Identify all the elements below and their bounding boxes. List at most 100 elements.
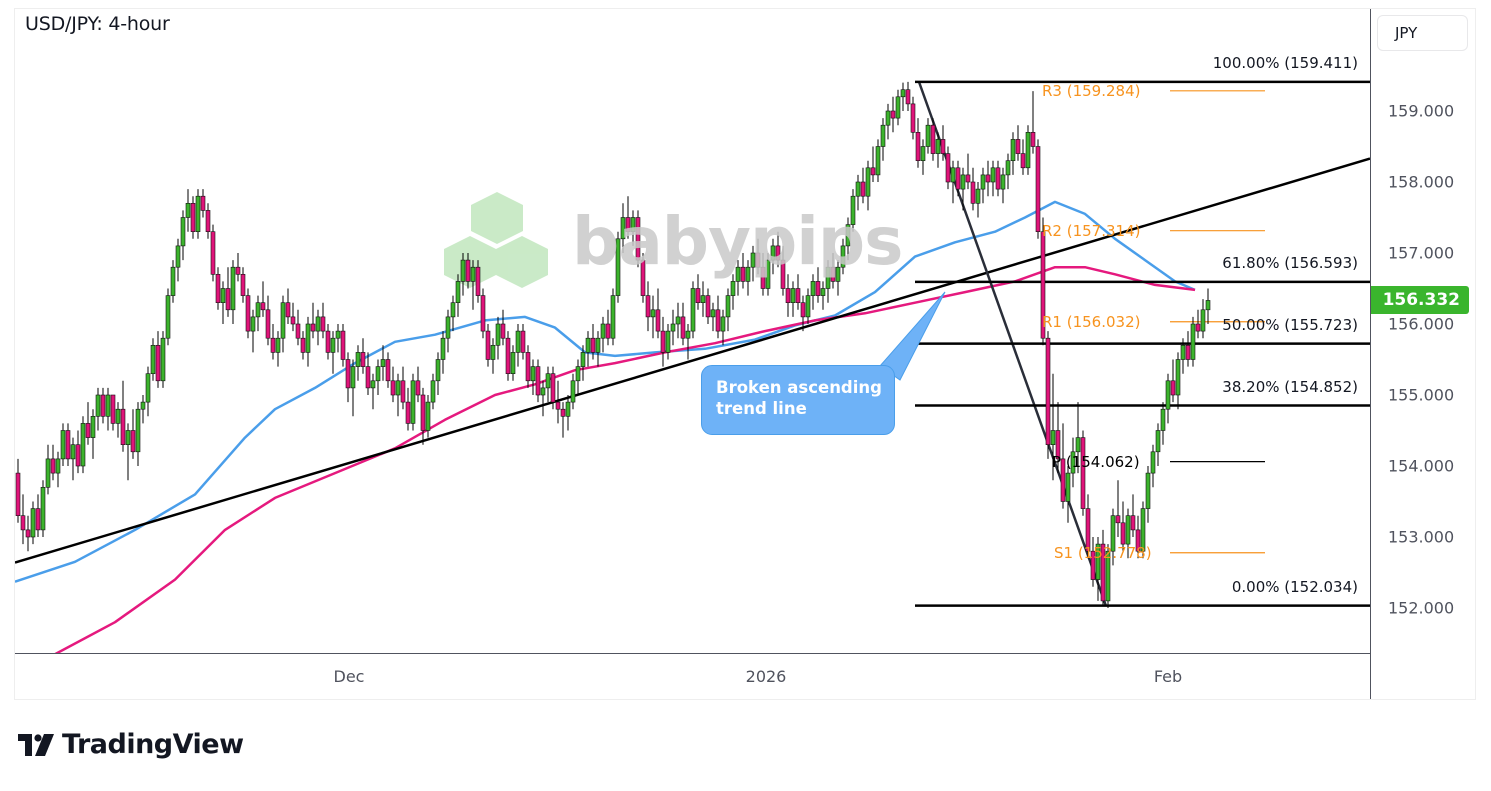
bear-candle [475,266,481,296]
bear-candle [800,302,806,318]
bull-candle [185,203,191,218]
bull-candle [585,337,591,353]
bull-candle [510,352,516,374]
chart-plot-area[interactable] [15,9,1370,653]
tradingview-logo-icon [18,733,54,756]
bull-candle [630,217,636,232]
time-axis[interactable]: Dec 2026 Feb [15,653,1370,700]
bull-candle [1070,451,1076,474]
bear-candle [310,323,316,332]
bear-candle [205,210,211,232]
bear-candle [265,309,271,339]
bear-candle [870,167,876,176]
annotation-callout[interactable]: Broken ascending trend line [701,365,895,435]
bull-candle [1140,508,1146,552]
bull-candle [80,423,86,467]
bull-candle [115,408,121,424]
bull-candle [435,359,441,382]
bear-candle [390,380,396,396]
bear-candle [915,132,921,162]
bull-candle [810,281,816,296]
bull-candle [105,394,111,417]
bear-candle [190,203,196,233]
bear-candle [780,259,786,289]
bull-candle [1200,309,1206,332]
time-label: 2026 [745,667,787,686]
bear-candle [1185,344,1191,360]
bull-candle [765,259,771,289]
bear-candle [715,309,721,332]
bear-candle [970,181,976,204]
bear-candle [365,366,371,389]
bull-candle [255,302,261,318]
bull-candle [470,266,476,282]
bear-candle [995,167,1001,190]
currency-button[interactable]: JPY [1377,15,1468,51]
bear-candle [240,273,246,296]
price-axis[interactable] [1370,9,1476,699]
bear-candle [910,103,916,133]
bear-candle [1030,132,1036,147]
bear-candle [400,380,406,403]
price-tick: 157.000 [1388,243,1455,263]
bull-candle [1050,430,1056,445]
bull-candle [1155,430,1161,453]
bull-candle [750,252,756,268]
bull-candle [440,337,446,360]
bear-candle [480,295,486,332]
bear-candle [965,174,971,183]
bull-candle [1075,437,1081,453]
bull-candle [1160,408,1166,431]
bear-candle [740,266,746,282]
bear-candle [325,330,331,353]
bull-candle [1165,380,1171,410]
bull-candle [845,224,851,247]
bear-candle [155,344,161,382]
bull-candle [355,352,361,367]
bear-candle [340,330,346,360]
bull-candle [410,380,416,424]
bull-candle [950,167,956,183]
bull-candle [145,373,151,403]
bull-candle [1175,359,1181,396]
bear-candle [785,288,791,303]
bear-candle [215,273,221,303]
bull-candle [1005,160,1011,176]
bear-candle [890,110,896,119]
bull-candle [275,337,281,353]
bull-candle [565,401,571,417]
bear-candle [1060,458,1066,502]
bull-candle [730,281,736,296]
pivot-label-p: P (154.062) [1052,452,1140,471]
time-label: Dec [333,667,365,686]
bear-candle [860,181,866,197]
tradingview-logo[interactable]: TradingView [18,729,244,760]
bear-candle [235,266,241,275]
bull-candle [825,266,831,289]
bull-candle [165,295,171,339]
bull-candle [1190,323,1196,360]
price-tick: 159.000 [1388,101,1455,121]
fib-label: 50.00% (155.723) [1222,315,1358,334]
bear-candle [525,352,531,382]
bear-candle [705,295,711,318]
bull-candle [430,380,436,403]
bull-candle [820,288,826,296]
bull-candle [580,352,586,367]
bear-candle [270,337,276,353]
bull-candle [230,266,236,311]
bull-candle [935,139,941,154]
bull-candle [1010,139,1016,161]
bear-candle [420,394,426,431]
bull-candle [840,245,846,268]
chart-panel [14,8,1476,700]
bear-candle [635,217,641,261]
bull-candle [610,295,616,339]
bear-candle [550,373,556,403]
bull-candle [1180,344,1186,360]
bull-candle [675,316,681,325]
bull-candle [875,146,881,176]
bull-candle [350,366,356,389]
bear-candle [660,330,666,353]
bull-candle [1025,132,1031,169]
